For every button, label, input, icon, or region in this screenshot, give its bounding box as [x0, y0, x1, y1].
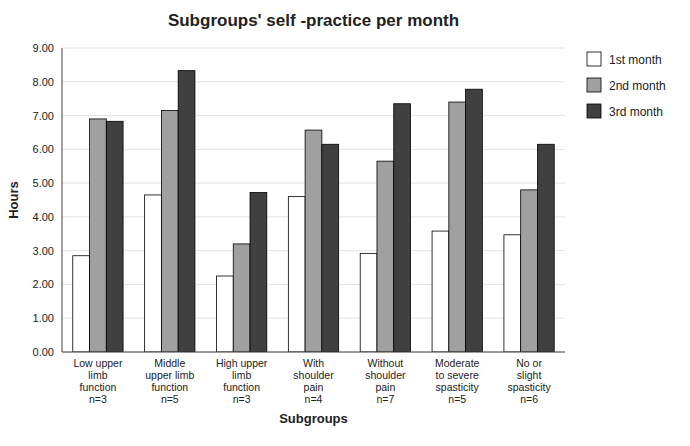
x-axis-line — [62, 352, 565, 353]
grid-line — [62, 352, 565, 353]
bars — [73, 71, 554, 352]
bar — [233, 244, 250, 352]
bar — [432, 231, 449, 352]
bar — [322, 144, 339, 352]
bar — [521, 190, 538, 352]
bar — [145, 195, 162, 352]
legend-label: 3rd month — [609, 105, 663, 119]
bar — [250, 193, 267, 352]
x-tick-label: Middleupper limbfunctionn=5 — [145, 357, 194, 405]
bar — [377, 161, 394, 352]
y-tick-label: 7.00 — [33, 110, 54, 122]
bar — [161, 110, 178, 352]
chart: Subgroups' self -practice per month 0.00 1… — [0, 0, 690, 446]
x-tick-label: No orslightspasticityn=6 — [507, 357, 551, 405]
x-tick-label: High upperlimbfunctionn=3 — [216, 357, 268, 405]
legend-label: 1st month — [609, 53, 662, 67]
grid-line — [62, 81, 565, 82]
bar — [504, 235, 521, 352]
y-tick-label: 4.00 — [33, 211, 54, 223]
bar — [466, 89, 483, 352]
bar — [106, 121, 123, 352]
y-tick-label: 9.00 — [33, 42, 54, 54]
grid — [62, 48, 565, 352]
x-tick-label: Low upperlimbfunctionn=3 — [73, 357, 123, 405]
bar — [90, 119, 107, 352]
grid-line — [62, 115, 565, 116]
legend-swatch — [587, 78, 601, 92]
bar — [216, 276, 233, 352]
y-tick-label: 3.00 — [33, 245, 54, 257]
bar — [394, 104, 411, 352]
y-tick-label: 5.00 — [33, 177, 54, 189]
bar — [360, 253, 377, 352]
legend: 1st month 2nd month 3rd month — [587, 52, 666, 119]
x-tick-label: Withoutshoulderpainn=7 — [365, 357, 406, 405]
bar — [449, 102, 466, 352]
legend-swatch — [587, 52, 601, 66]
y-tick-label: 6.00 — [33, 143, 54, 155]
bar — [305, 130, 322, 352]
x-tick-label: Moderateto severespasticityn=5 — [435, 357, 480, 405]
bar — [178, 71, 195, 352]
y-tick-label: 2.00 — [33, 278, 54, 290]
bar — [537, 144, 554, 352]
bar — [73, 256, 90, 352]
y-tick-label: 8.00 — [33, 76, 54, 88]
title: Subgroups' self -practice per month — [168, 11, 459, 30]
y-tick-label: 0.00 — [33, 346, 54, 358]
legend-label: 2nd month — [609, 79, 666, 93]
x-axis-label: Subgroups — [279, 411, 348, 426]
y-axis-label: Hours — [6, 181, 21, 219]
grid-line — [62, 48, 565, 49]
bar — [288, 197, 305, 352]
x-tick-label: Withshoulderpainn=4 — [293, 357, 334, 405]
y-tick-label: 1.00 — [33, 312, 54, 324]
legend-swatch — [587, 104, 601, 118]
y-axis-line — [62, 48, 63, 352]
